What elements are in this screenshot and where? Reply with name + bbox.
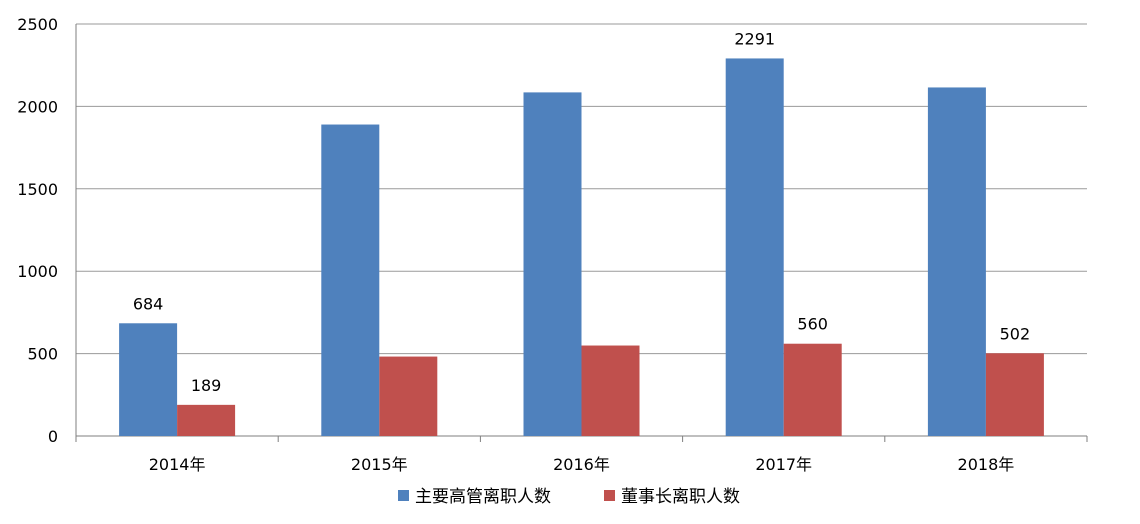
x-tick-label: 2018年 [958, 455, 1015, 474]
bar-chairman-2 [581, 345, 640, 436]
y-tick-label: 500 [27, 345, 58, 364]
bar-executives-2 [523, 92, 582, 436]
bar-chairman-1 [379, 356, 438, 436]
bar-chairman-4 [985, 353, 1044, 436]
data-label: 189 [191, 376, 222, 395]
x-axis: 2014年 2015年 2016年 2017年 2018年 [75, 435, 1088, 474]
data-label: 560 [797, 315, 828, 334]
legend-label: 主要高管离职人数 [415, 487, 551, 507]
data-label: 2291 [734, 29, 775, 48]
y-tick-label: 1000 [17, 262, 58, 281]
x-tick-label: 2014年 [149, 455, 206, 474]
data-label: 684 [133, 294, 164, 313]
x-tick-label: 2015年 [351, 455, 408, 474]
legend-swatch [398, 490, 409, 501]
y-tick-label: 2000 [17, 97, 58, 116]
bar-executives-3 [725, 58, 784, 436]
bar-chairman-3 [783, 343, 842, 436]
bar-executives-0 [119, 323, 178, 436]
data-label: 502 [1000, 324, 1031, 343]
y-axis: 0 500 1000 1500 2000 2500 [17, 15, 77, 446]
bar-chairman-0 [177, 404, 236, 436]
legend: 主要高管离职人数 董事长离职人数 [398, 487, 740, 507]
x-tick-label: 2016年 [553, 455, 610, 474]
x-tick-label: 2017年 [755, 455, 812, 474]
legend-label: 董事长离职人数 [621, 487, 740, 507]
y-tick-label: 0 [48, 427, 58, 446]
y-tick-label: 1500 [17, 180, 58, 199]
bar-executives-4 [927, 87, 986, 436]
data-labels: 684 189 2291 560 502 [133, 29, 1030, 394]
bars [119, 58, 1044, 436]
y-tick-label: 2500 [17, 15, 58, 34]
legend-swatch [604, 490, 615, 501]
bar-executives-1 [321, 124, 380, 436]
